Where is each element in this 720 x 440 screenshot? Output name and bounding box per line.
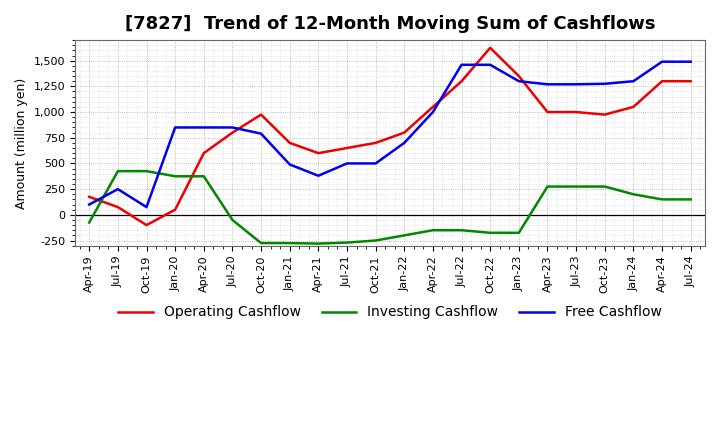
Operating Cashflow [400,130,408,135]
Operating Cashflow [171,207,179,213]
Free Cashflow [657,59,666,64]
Operating Cashflow [85,194,94,199]
Investing Cashflow [629,192,638,197]
Operating Cashflow [486,45,495,51]
Free Cashflow [457,62,466,67]
Investing Cashflow [457,227,466,233]
Line: Operating Cashflow: Operating Cashflow [89,48,690,225]
Free Cashflow [629,79,638,84]
Investing Cashflow [85,220,94,225]
Free Cashflow [114,187,122,192]
Investing Cashflow [486,230,495,235]
Operating Cashflow [686,79,695,84]
Operating Cashflow [343,145,351,150]
Free Cashflow [228,125,237,130]
Operating Cashflow [142,223,150,228]
Operating Cashflow [285,140,294,146]
Free Cashflow [572,82,580,87]
Operating Cashflow [572,110,580,115]
Free Cashflow [142,205,150,210]
Operating Cashflow [515,73,523,79]
Legend: Operating Cashflow, Investing Cashflow, Free Cashflow: Operating Cashflow, Investing Cashflow, … [112,300,667,325]
Operating Cashflow [199,150,208,156]
Free Cashflow [600,81,609,86]
Operating Cashflow [228,130,237,135]
Free Cashflow [343,161,351,166]
Operating Cashflow [257,112,266,117]
Operating Cashflow [629,104,638,110]
Free Cashflow [171,125,179,130]
Investing Cashflow [657,197,666,202]
Investing Cashflow [228,217,237,223]
Free Cashflow [199,125,208,130]
Investing Cashflow [285,240,294,246]
Investing Cashflow [343,240,351,245]
Free Cashflow [257,131,266,136]
Free Cashflow [400,140,408,146]
Investing Cashflow [199,174,208,179]
Free Cashflow [515,79,523,84]
Free Cashflow [686,59,695,64]
Investing Cashflow [428,227,437,233]
Title: [7827]  Trend of 12-Month Moving Sum of Cashflows: [7827] Trend of 12-Month Moving Sum of C… [125,15,655,33]
Free Cashflow [372,161,380,166]
Operating Cashflow [600,112,609,117]
Operating Cashflow [428,104,437,110]
Free Cashflow [314,173,323,178]
Investing Cashflow [600,184,609,189]
Operating Cashflow [543,110,552,115]
Investing Cashflow [572,184,580,189]
Investing Cashflow [400,233,408,238]
Investing Cashflow [142,169,150,174]
Free Cashflow [543,82,552,87]
Free Cashflow [285,162,294,167]
Investing Cashflow [372,238,380,243]
Line: Investing Cashflow: Investing Cashflow [89,171,690,244]
Operating Cashflow [314,150,323,156]
Free Cashflow [486,62,495,67]
Free Cashflow [428,110,437,115]
Operating Cashflow [372,140,380,146]
Investing Cashflow [543,184,552,189]
Y-axis label: Amount (million yen): Amount (million yen) [15,77,28,209]
Investing Cashflow [515,230,523,235]
Investing Cashflow [314,241,323,246]
Investing Cashflow [686,197,695,202]
Investing Cashflow [114,169,122,174]
Operating Cashflow [457,79,466,84]
Operating Cashflow [114,205,122,210]
Line: Free Cashflow: Free Cashflow [89,62,690,207]
Investing Cashflow [171,174,179,179]
Operating Cashflow [657,79,666,84]
Free Cashflow [85,202,94,207]
Investing Cashflow [257,240,266,246]
